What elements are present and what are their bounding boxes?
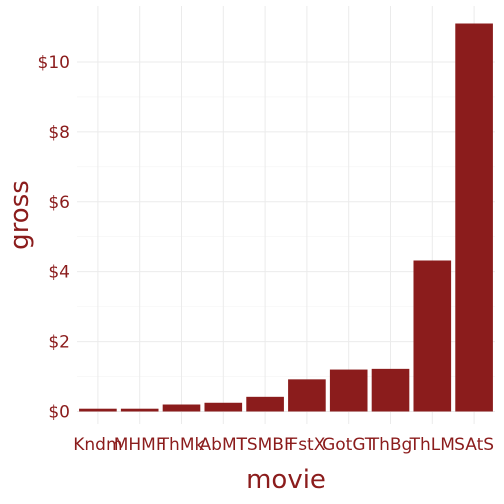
x-tick-label: ThLM: [409, 435, 455, 455]
y-tick-label: $6: [48, 193, 70, 213]
y-tick-label: $4: [48, 263, 70, 283]
x-tick-label: FstX: [288, 435, 325, 455]
bar-kndm: [79, 408, 117, 412]
bar-abmt: [204, 402, 243, 412]
x-tick-label: Kndm: [73, 435, 122, 455]
bar-thmk: [162, 404, 201, 412]
y-axis-title: gross: [5, 180, 35, 250]
bar-gotgt: [329, 369, 368, 412]
y-tick-label: $0: [48, 403, 70, 423]
bars: [79, 23, 493, 412]
bar-tsmbf: [246, 396, 284, 412]
x-tick-label: TSMBF: [235, 435, 293, 455]
y-tick-label: $2: [48, 333, 70, 353]
x-tick-label: AbMT: [200, 435, 248, 455]
bar-mhmf: [120, 408, 159, 412]
x-tick-label: MHMF: [114, 435, 166, 455]
bar-sats: [455, 23, 493, 412]
bar-thlm: [413, 260, 452, 412]
x-axis-title: movie: [246, 465, 326, 495]
x-tick-label: GotGT: [322, 435, 376, 455]
x-tick-label: ThBg: [368, 435, 413, 455]
x-tick-label: SAtS: [454, 435, 494, 455]
y-tick-label: $10: [38, 53, 70, 73]
y-tick-label: $8: [48, 123, 70, 143]
bar-fstx: [288, 379, 326, 412]
bar-thbg: [371, 368, 410, 412]
x-tick-label: ThMk: [158, 435, 205, 455]
y-axis-tick-labels: $0 $2 $4 $6 $8 $10: [38, 53, 70, 423]
